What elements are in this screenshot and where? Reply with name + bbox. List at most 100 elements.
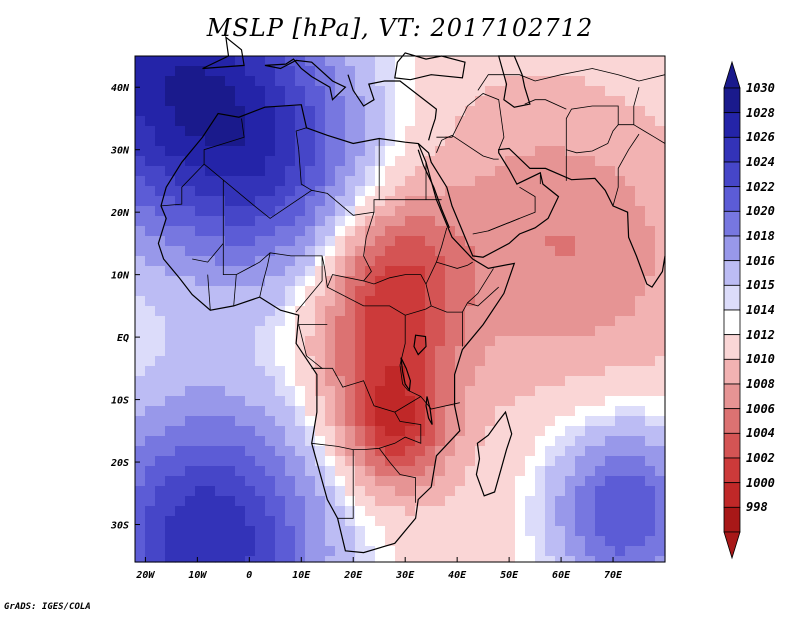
pressure-cell bbox=[285, 226, 296, 237]
pressure-cell bbox=[535, 396, 546, 407]
pressure-cell bbox=[215, 346, 226, 357]
pressure-cell bbox=[315, 266, 326, 277]
pressure-cell bbox=[535, 366, 546, 377]
pressure-cell bbox=[645, 86, 656, 97]
pressure-cell bbox=[155, 196, 166, 207]
pressure-cell bbox=[235, 496, 246, 507]
pressure-cell bbox=[605, 426, 616, 437]
pressure-cell bbox=[325, 356, 336, 367]
pressure-cell bbox=[255, 416, 266, 427]
pressure-cell bbox=[355, 506, 366, 517]
pressure-cell bbox=[655, 436, 666, 447]
pressure-cell bbox=[375, 496, 386, 507]
pressure-cell bbox=[635, 556, 646, 563]
pressure-cell bbox=[325, 546, 336, 557]
pressure-cell bbox=[495, 376, 506, 387]
pressure-cell bbox=[155, 316, 166, 327]
pressure-cell bbox=[375, 416, 386, 427]
pressure-cell bbox=[405, 306, 416, 317]
pressure-cell bbox=[605, 116, 616, 127]
pressure-cell bbox=[575, 286, 586, 297]
pressure-cell bbox=[305, 266, 316, 277]
pressure-cell bbox=[575, 146, 586, 157]
country-border bbox=[295, 255, 323, 313]
pressure-cell bbox=[455, 146, 466, 157]
pressure-cell bbox=[625, 276, 636, 287]
pressure-cell bbox=[415, 436, 426, 447]
pressure-cell bbox=[235, 486, 246, 497]
pressure-cell bbox=[215, 236, 226, 247]
pressure-cell bbox=[415, 276, 426, 287]
pressure-cell bbox=[655, 156, 666, 167]
pressure-cell bbox=[555, 186, 566, 197]
pressure-cell bbox=[305, 556, 316, 563]
pressure-cell bbox=[465, 116, 476, 127]
pressure-cell bbox=[395, 206, 406, 217]
pressure-cell bbox=[595, 316, 606, 327]
pressure-cell bbox=[575, 106, 586, 117]
pressure-cell bbox=[575, 246, 586, 257]
pressure-cell bbox=[375, 536, 386, 547]
pressure-cell bbox=[255, 316, 266, 327]
pressure-cell bbox=[345, 226, 356, 237]
pressure-cell bbox=[315, 426, 326, 437]
pressure-cell bbox=[135, 446, 146, 457]
pressure-cell bbox=[195, 526, 206, 537]
pressure-cell bbox=[625, 466, 636, 477]
pressure-cell bbox=[565, 456, 576, 467]
pressure-cell bbox=[335, 476, 346, 487]
pressure-cell bbox=[565, 186, 576, 197]
pressure-cell bbox=[545, 556, 556, 563]
pressure-cell bbox=[155, 366, 166, 377]
pressure-cell bbox=[315, 306, 326, 317]
pressure-cell bbox=[275, 436, 286, 447]
colorbar-swatch bbox=[723, 506, 741, 533]
pressure-cell bbox=[325, 426, 336, 437]
pressure-cell bbox=[185, 436, 196, 447]
pressure-cell bbox=[645, 456, 656, 467]
pressure-cell bbox=[545, 56, 556, 67]
colorbar-top-arrow bbox=[723, 60, 741, 89]
pressure-cell bbox=[525, 266, 536, 277]
pressure-cell bbox=[275, 286, 286, 297]
pressure-cell bbox=[185, 366, 196, 377]
colorbar-swatch bbox=[723, 260, 741, 286]
pressure-cell bbox=[155, 266, 166, 277]
pressure-cell bbox=[585, 526, 596, 537]
pressure-cell bbox=[325, 206, 336, 217]
pressure-cell bbox=[465, 96, 476, 107]
pressure-cell bbox=[235, 66, 246, 77]
pressure-cell bbox=[375, 176, 386, 187]
pressure-cell bbox=[595, 206, 606, 217]
pressure-cell bbox=[595, 246, 606, 257]
pressure-cell bbox=[175, 196, 186, 207]
pressure-cell bbox=[625, 266, 636, 277]
pressure-cell bbox=[525, 346, 536, 357]
pressure-cell bbox=[185, 496, 196, 507]
pressure-cell bbox=[335, 96, 346, 107]
pressure-cell bbox=[575, 336, 586, 347]
pressure-cell bbox=[135, 96, 146, 107]
country-border bbox=[472, 218, 520, 235]
pressure-cell bbox=[145, 376, 156, 387]
pressure-cell bbox=[475, 336, 486, 347]
pressure-cell bbox=[535, 426, 546, 437]
pressure-cell bbox=[395, 516, 406, 527]
pressure-cell bbox=[565, 436, 576, 447]
pressure-cell bbox=[585, 116, 596, 127]
pressure-cell bbox=[605, 156, 616, 167]
pressure-cell bbox=[185, 86, 196, 97]
pressure-cell bbox=[605, 476, 616, 487]
pressure-cell bbox=[265, 196, 276, 207]
pressure-cell bbox=[135, 556, 146, 563]
pressure-cell bbox=[515, 436, 526, 447]
pressure-cell bbox=[555, 426, 566, 437]
pressure-cell bbox=[245, 266, 256, 277]
pressure-cell bbox=[425, 366, 436, 377]
pressure-cell bbox=[585, 436, 596, 447]
pressure-cell bbox=[175, 116, 186, 127]
pressure-cell bbox=[295, 86, 306, 97]
pressure-cell bbox=[405, 556, 416, 563]
pressure-cell bbox=[415, 156, 426, 167]
pressure-cell bbox=[355, 136, 366, 147]
